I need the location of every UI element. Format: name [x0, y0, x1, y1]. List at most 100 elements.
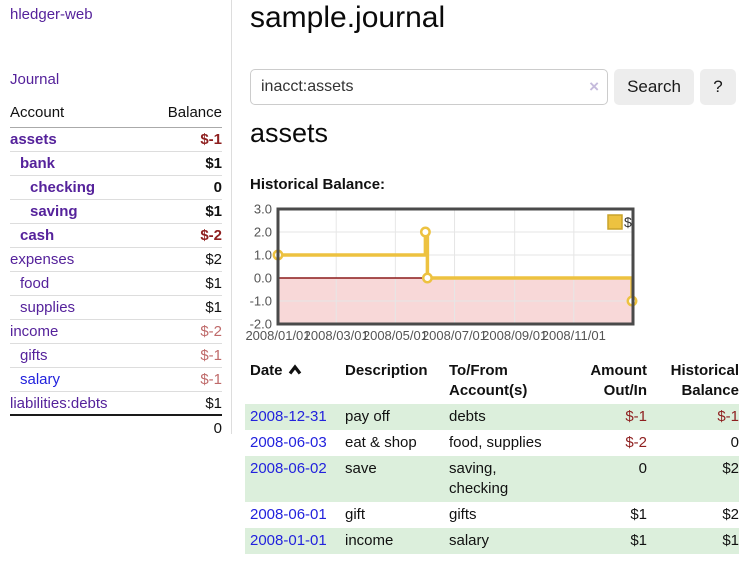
- transaction-balance: $1: [722, 532, 739, 549]
- sidebar-divider: [231, 0, 232, 434]
- account-link[interactable]: income: [10, 323, 59, 340]
- account-link[interactable]: assets: [10, 131, 57, 148]
- column-header-date[interactable]: Date: [245, 361, 345, 401]
- account-heading: assets: [250, 118, 329, 148]
- transaction-description: eat & shop: [345, 434, 417, 451]
- x-tick-label: 2008/05/01: [363, 328, 428, 343]
- transaction-date-link[interactable]: 2008-06-01: [250, 506, 327, 523]
- account-link[interactable]: gifts: [20, 347, 48, 364]
- transaction-description: income: [345, 532, 394, 549]
- data-point-marker: [419, 226, 431, 238]
- transaction-row: 2008-06-01 gift gifts $1 $2: [245, 502, 739, 528]
- account-row: bank $1: [10, 152, 222, 176]
- account-link[interactable]: salary: [20, 371, 61, 388]
- transaction-row: 2008-06-02 save saving, checking 0 $2: [245, 456, 739, 502]
- column-header-label: Date: [250, 361, 345, 381]
- column-header-label: To/From: [449, 362, 508, 379]
- sidebar-item-journal[interactable]: Journal: [10, 71, 60, 88]
- transaction-amount: $-1: [625, 408, 647, 425]
- account-balance: $1: [205, 203, 222, 220]
- column-header-label: Amount: [590, 362, 647, 379]
- transaction-amount: 0: [638, 460, 647, 477]
- accounts-table: Account Balance assets $-1 bank $1 checking 0…: [10, 100, 222, 440]
- account-row: liabilities:debts $1: [10, 392, 222, 416]
- data-point-marker: [421, 272, 433, 284]
- account-link[interactable]: bank: [20, 155, 56, 172]
- account-balance: $-1: [200, 131, 222, 148]
- column-header-description[interactable]: Description: [345, 361, 449, 401]
- account-row: salary $-1: [10, 368, 222, 392]
- y-tick-label: 2.0: [254, 225, 272, 240]
- help-button[interactable]: ?: [700, 69, 736, 105]
- transaction-description: save: [345, 460, 377, 477]
- account-balance: $1: [205, 275, 222, 292]
- y-tick-label: 3.0: [254, 202, 272, 217]
- account-row: income $-2: [10, 320, 222, 344]
- account-row: supplies $1: [10, 296, 222, 320]
- account-balance: $-2: [200, 227, 222, 244]
- account-link[interactable]: food: [20, 275, 50, 292]
- transaction-accounts-line: food, supplies: [449, 434, 542, 451]
- column-header-label-line2: Balance: [681, 382, 739, 399]
- accounts-total-row: 0: [10, 416, 222, 440]
- x-tick-label: 2008/07/01: [422, 328, 487, 343]
- transaction-amount: $1: [630, 532, 647, 549]
- search-button[interactable]: Search: [614, 69, 694, 105]
- account-link[interactable]: checking: [30, 179, 96, 196]
- transaction-accounts: saving, checking: [449, 459, 571, 499]
- transaction-accounts: debts: [449, 407, 571, 427]
- accounts-total-balance: 0: [213, 419, 222, 437]
- x-tick-label: 2008/11/01: [542, 328, 606, 343]
- y-tick-label: -2.0: [250, 317, 272, 332]
- transaction-balance: $2: [722, 460, 739, 477]
- transaction-description: gift: [345, 506, 366, 523]
- account-balance: $-1: [200, 371, 222, 388]
- account-link[interactable]: supplies: [20, 299, 76, 316]
- transaction-row: 2008-12-31 pay off debts $-1 $-1: [245, 404, 739, 430]
- balance-column-header: Balance: [167, 104, 222, 121]
- account-balance: $1: [205, 155, 222, 172]
- app-title-link[interactable]: hledger-web: [10, 6, 93, 23]
- transaction-date-link[interactable]: 2008-12-31: [250, 408, 327, 425]
- account-row: food $1: [10, 272, 222, 296]
- search-bar: × Search ?: [250, 69, 736, 105]
- clear-search-icon[interactable]: ×: [589, 77, 599, 96]
- transaction-accounts: food, supplies: [449, 433, 571, 453]
- transaction-date-link[interactable]: 2008-06-02: [250, 460, 327, 477]
- transaction-date-cell: 2008-12-31: [245, 407, 345, 427]
- y-tick-label: 0.0: [254, 271, 272, 286]
- x-tick-label: 2008/09/01: [482, 328, 547, 343]
- column-header-label: Description: [345, 362, 428, 379]
- account-row: cash $-2: [10, 224, 222, 248]
- account-row: saving $1: [10, 200, 222, 224]
- column-header-amount[interactable]: Amount Out/In: [571, 361, 647, 401]
- column-header-historical[interactable]: Historical Balance: [647, 361, 739, 401]
- transaction-balance: $-1: [717, 408, 739, 425]
- plot-border: [276, 207, 635, 326]
- account-row: assets $-1: [10, 128, 222, 152]
- transaction-date-link[interactable]: 2008-06-03: [250, 434, 327, 451]
- legend-swatch: [607, 214, 623, 230]
- account-row: gifts $-1: [10, 344, 222, 368]
- account-column-header: Account: [10, 104, 65, 121]
- account-balance: $2: [205, 251, 222, 268]
- y-tick-label: 1.0: [254, 248, 272, 263]
- account-link[interactable]: saving: [30, 203, 78, 220]
- transaction-accounts-line: saving,: [449, 460, 497, 477]
- chart-title: Historical Balance:: [250, 176, 386, 193]
- account-balance: $1: [205, 394, 222, 412]
- account-balance: $-2: [200, 323, 222, 340]
- account-link[interactable]: expenses: [10, 251, 75, 268]
- search-input[interactable]: [250, 69, 608, 105]
- account-link[interactable]: cash: [20, 227, 55, 244]
- column-header-to-from[interactable]: To/From Account(s): [449, 361, 571, 401]
- transaction-balance: 0: [730, 434, 739, 451]
- account-link[interactable]: liabilities:debts: [10, 394, 108, 412]
- transaction-accounts-line: salary: [449, 532, 490, 549]
- transaction-description: pay off: [345, 408, 390, 425]
- transaction-date-link[interactable]: 2008-01-01: [250, 532, 327, 549]
- transaction-accounts: gifts: [449, 505, 571, 525]
- account-balance: $-1: [200, 347, 222, 364]
- transaction-date-cell: 2008-06-01: [245, 505, 345, 525]
- transaction-accounts: salary: [449, 531, 571, 551]
